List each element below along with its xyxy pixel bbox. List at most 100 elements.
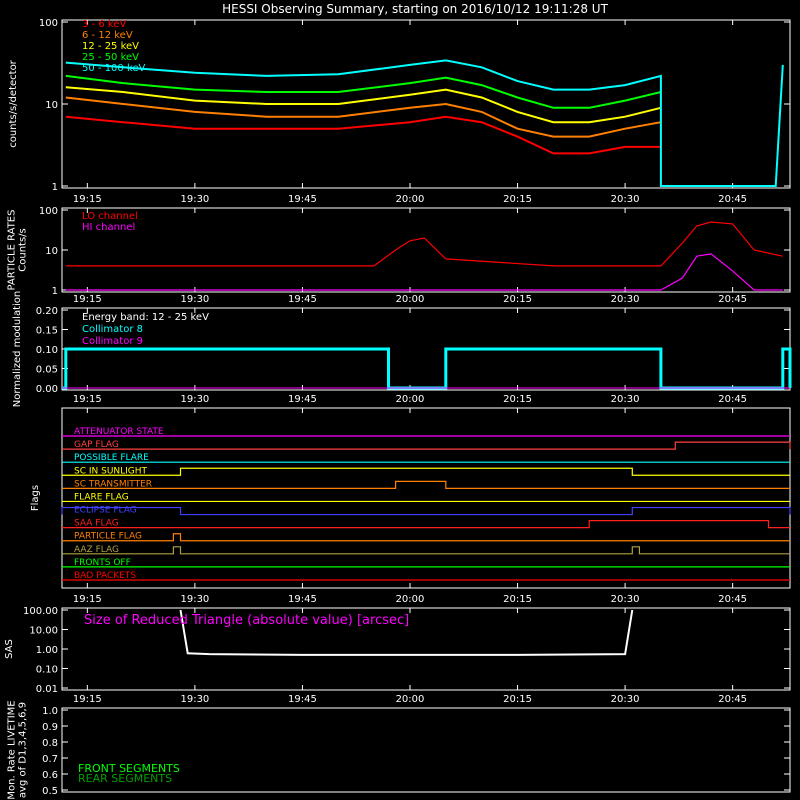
y-axis-label: counts/s/detector [8,59,19,147]
y-tick-label: 10 [45,100,58,111]
y-tick-label: 0.20 [36,306,58,317]
y-axis-label: Mon. Rate LIVETIME [7,700,18,799]
flag-line [62,441,791,450]
x-tick-label: 19:30 [180,594,209,605]
panel-frame-3 [61,407,791,589]
x-tick-label: 20:00 [396,294,425,305]
flag-line [62,480,790,489]
y-tick-label: 0.7 [42,754,58,765]
y-tick-label: 100.00 [23,606,58,617]
flag-line [62,546,790,555]
y-tick-label: 1.0 [42,706,58,717]
x-tick-label: 20:00 [396,594,425,605]
x-tick-label: 19:15 [73,194,102,205]
x-tick-label: 20:45 [718,694,747,705]
flag-label: ECLIPSE FLAG [74,506,137,516]
panels-group: 19:15 19:30 19:45 20:00 20:15 20:30 20:4511010… [4,18,792,800]
legend-entry: REAR SEGMENTS [78,772,172,785]
flag-line [62,520,790,529]
legend-entry: HI channel [82,222,135,233]
flag-label: POSSIBLE FLARE [74,453,149,463]
x-tick-label: 20:00 [396,394,425,405]
chart-title: HESSI Observing Summary, starting on 201… [222,2,608,16]
series-line-sas [179,609,634,656]
flag-label: FRONTS OFF [74,558,131,568]
x-tick-label: 20:15 [503,694,532,705]
y-tick-label: 1.00 [36,645,58,656]
legend-entry: FRONT SEGMENTS [78,762,180,775]
x-tick-label: 19:45 [288,394,317,405]
x-tick-label: 20:15 [503,394,532,405]
x-tick-label: 19:45 [288,594,317,605]
x-tick-label: 19:15 [73,594,102,605]
y-axis-label: Normalized modulation [12,291,23,408]
y-tick-label: 100 [39,18,58,29]
panel-frame-5 [61,707,791,793]
y-tick-label: 0.10 [36,665,58,676]
panel-frame-0 [61,19,791,189]
series-line-Collimator8 [62,347,792,390]
x-tick-label: 20:45 [718,594,747,605]
legend-entry: Collimator 8 [82,324,143,335]
x-tick-label: 19:15 [73,694,102,705]
x-tick-label: 20:45 [718,194,747,205]
x-tick-label: 20:30 [611,194,640,205]
flag-label: SC TRANSMITTER [74,479,152,489]
y-tick-label: 1 [52,182,58,193]
annotation-label: Size of Reduced Triangle (absolute value… [84,613,409,628]
y-tick-label: 0.15 [36,326,58,337]
flag-label: GAP FLAG [74,440,119,450]
x-tick-label: 20:15 [503,294,532,305]
flag-line [62,533,790,542]
flag-label: ATTENUATOR STATE [74,427,164,437]
legend-entry: 12 - 25 keV [82,41,139,52]
y-tick-label: 0.9 [42,722,58,733]
x-tick-label: 20:15 [503,194,532,205]
x-tick-label: 20:45 [718,294,747,305]
flag-label: SC IN SUNLIGHT [74,466,148,476]
x-tick-label: 19:30 [180,694,209,705]
legend-entry: 50 - 100 keV [82,63,146,74]
y-tick-label: 0.01 [36,684,58,695]
x-tick-label: 20:45 [718,394,747,405]
x-tick-label: 19:15 [73,294,102,305]
y-tick-label: 0.5 [42,786,58,797]
y-axis-label: avg of D1,3,4,5,6,9 [18,702,29,798]
y-axis-label: Counts/s [18,228,29,272]
y-tick-label: 1 [52,286,58,297]
x-tick-label: 19:15 [73,394,102,405]
x-tick-label: 19:30 [180,394,209,405]
y-axis-label: Flags [30,485,41,511]
x-tick-label: 19:30 [180,294,209,305]
legend-entry: 3 - 6 keV [82,19,126,30]
x-tick-label: 19:30 [180,194,209,205]
x-tick-label: 20:30 [611,594,640,605]
x-tick-label: 20:30 [611,394,640,405]
flag-line [62,467,790,476]
series-line-12-25keV [65,86,662,124]
x-tick-label: 19:45 [288,194,317,205]
series-line-6-12keV [65,96,662,138]
legend-entry: LO channel [82,211,138,222]
series-line-3-6keV [65,115,661,155]
y-tick-label: 0.00 [36,384,58,395]
y-tick-label: 10 [45,246,58,257]
legend-entry: 6 - 12 keV [82,30,133,41]
x-tick-label: 20:00 [396,194,425,205]
y-axis-label: SAS [4,639,15,659]
y-tick-label: 100 [39,206,58,217]
series-line-50-100keV [65,59,784,187]
y-tick-label: 10.00 [29,626,58,637]
x-tick-label: 20:15 [503,594,532,605]
x-tick-label: 19:45 [288,294,317,305]
legend-entry: Collimator 9 [82,336,143,347]
legend-header: Energy band: 12 - 25 keV [82,312,209,323]
x-tick-label: 20:00 [396,694,425,705]
flag-label: PARTICLE FLAG [74,532,142,542]
flag-label: AAZ FLAG [74,545,119,555]
x-tick-label: 20:30 [611,294,640,305]
x-tick-label: 20:30 [611,694,640,705]
flag-line [61,506,791,516]
x-tick-label: 19:45 [288,694,317,705]
